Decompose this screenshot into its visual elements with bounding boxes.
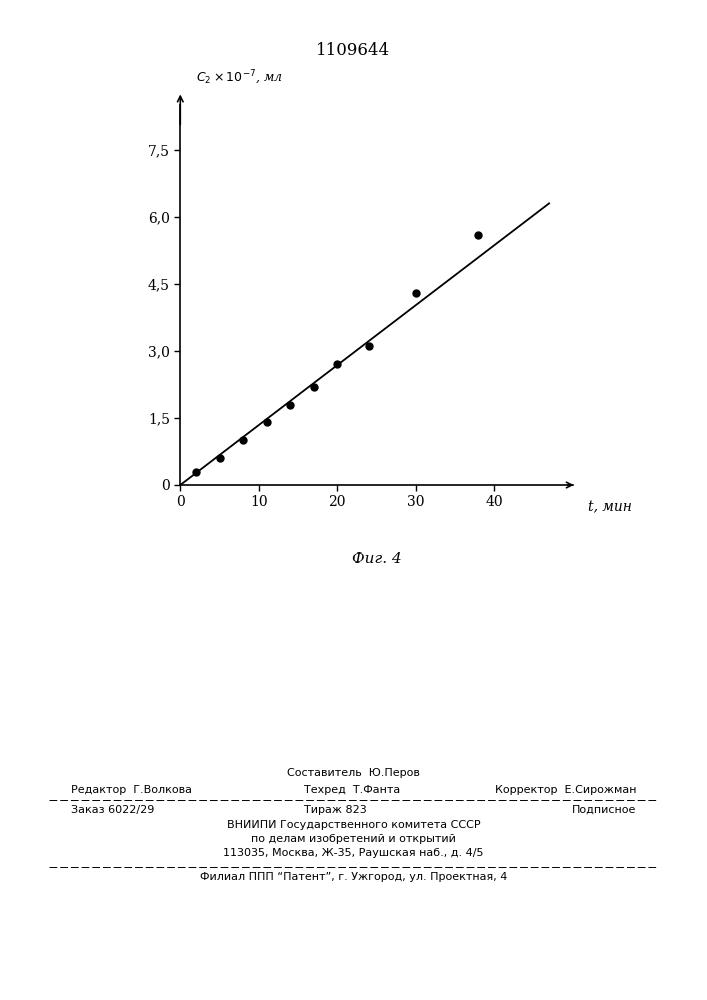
Point [308, 379, 320, 395]
Point [284, 397, 296, 413]
Text: Филиал ППП “Патент”, г. Ужгород, ул. Проектная, 4: Филиал ППП “Патент”, г. Ужгород, ул. Про… [200, 872, 507, 882]
Text: Редактор  Г.Волкова: Редактор Г.Волкова [71, 785, 192, 795]
Text: Подписное: Подписное [572, 805, 636, 815]
Point [261, 414, 272, 430]
Point [214, 450, 226, 466]
Point [190, 464, 201, 480]
Text: по делам изобретений и открытий: по делам изобретений и открытий [251, 834, 456, 844]
Text: Корректор  Е.Сирожман: Корректор Е.Сирожман [495, 785, 636, 795]
Text: 1109644: 1109644 [317, 42, 390, 59]
Text: ВНИИПИ Государственного комитета СССР: ВНИИПИ Государственного комитета СССР [227, 820, 480, 830]
Point [410, 285, 421, 301]
Text: t, мин: t, мин [588, 500, 632, 514]
Text: Тираж 823: Тираж 823 [304, 805, 367, 815]
Text: $C_2 \times 10^{-7}$, мл: $C_2 \times 10^{-7}$, мл [196, 69, 283, 87]
Text: Составитель  Ю.Перов: Составитель Ю.Перов [287, 768, 420, 778]
Point [332, 356, 343, 372]
Point [238, 432, 249, 448]
Text: 113035, Москва, Ж-35, Раушская наб., д. 4/5: 113035, Москва, Ж-35, Раушская наб., д. … [223, 848, 484, 858]
Text: Фиг. 4: Фиг. 4 [351, 552, 402, 566]
Text: Техред  Т.Фанта: Техред Т.Фанта [304, 785, 400, 795]
Point [363, 338, 374, 354]
Point [473, 227, 484, 243]
Text: Заказ 6022/29: Заказ 6022/29 [71, 805, 154, 815]
